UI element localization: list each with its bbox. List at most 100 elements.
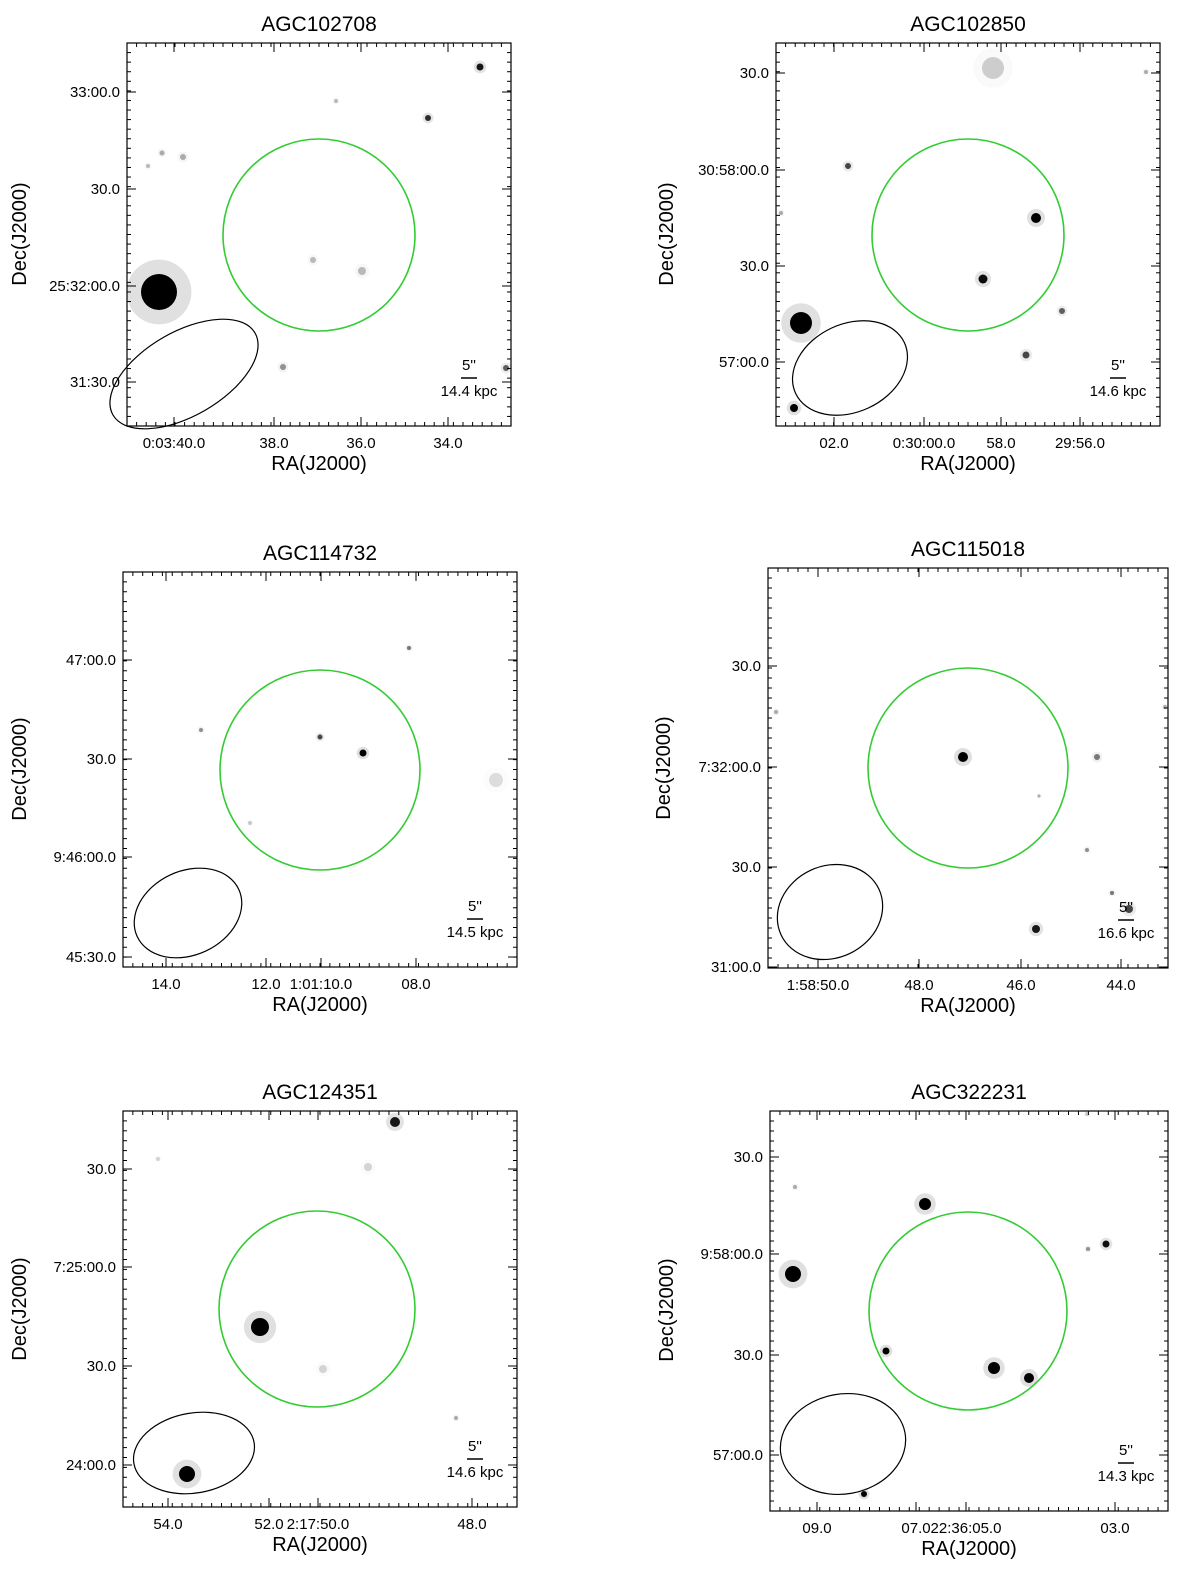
- panel-agc102850: AGC102850 02.0 0:30:00.0 58.0 29:56.0 30.0 30:…: [656, 13, 1161, 475]
- source: [199, 728, 203, 732]
- x-tick-label: 58.0: [986, 435, 1015, 452]
- field-sources: [778, 1112, 1113, 1500]
- aperture-circle: [219, 669, 421, 871]
- source: [489, 773, 503, 787]
- y-tick-label: 25:32:00.0: [49, 278, 120, 295]
- axis-minor-ticks: [127, 43, 511, 426]
- panel-title: AGC322231: [911, 1081, 1027, 1104]
- aperture-circle: [871, 138, 1065, 332]
- y-axis-label: Dec(J2000): [9, 182, 31, 285]
- y-tick-label: 57:00.0: [713, 1447, 763, 1464]
- x-tick-label: 54.0: [153, 1516, 182, 1533]
- source-halo: [197, 726, 205, 734]
- y-tick-label: 9:46:00.0: [53, 849, 116, 866]
- x-tick-label: 38.0: [259, 435, 288, 452]
- scale-bar-label: 5'': [462, 357, 476, 374]
- x-tick-label: 52.0: [254, 1516, 283, 1533]
- source: [958, 752, 968, 762]
- y-tick-label: 7:32:00.0: [698, 759, 761, 776]
- source: [978, 274, 988, 284]
- scale-bar-label: 5'': [468, 898, 482, 915]
- source: [1037, 794, 1041, 798]
- source: [359, 749, 367, 757]
- source: [425, 115, 431, 121]
- field-sources: [197, 644, 503, 825]
- axis-minor-ticks: [770, 1111, 1168, 1511]
- x-tick-label: 12.0: [251, 976, 280, 993]
- field-sources: [126, 60, 512, 374]
- source: [1022, 351, 1030, 359]
- scale-kpc-label: 14.4 kpc: [441, 383, 498, 400]
- x-axis-label: RA(J2000): [271, 453, 367, 475]
- scale-bar-label: 5'': [1111, 357, 1125, 374]
- source: [1085, 848, 1089, 852]
- field-sources: [156, 1113, 460, 1489]
- y-axis-label: Dec(J2000): [656, 1258, 678, 1361]
- y-tick-label: 9:58:00.0: [700, 1246, 763, 1263]
- source: [180, 154, 186, 160]
- source: [159, 150, 165, 156]
- axis-minor-ticks: [768, 568, 1168, 968]
- y-tick-label: 30.0: [87, 751, 116, 768]
- source: [454, 1416, 458, 1420]
- source-halo: [772, 708, 780, 716]
- source: [156, 1157, 160, 1161]
- x-tick-label: 2:17:50.0: [287, 1516, 350, 1533]
- source: [845, 163, 851, 169]
- source: [861, 1491, 867, 1497]
- source: [503, 365, 509, 371]
- y-tick-label: 30.0: [732, 859, 761, 876]
- source: [790, 404, 798, 412]
- source: [1031, 213, 1041, 223]
- x-tick-label: 1:01:10.0: [290, 976, 353, 993]
- y-axis-label: Dec(J2000): [656, 182, 678, 285]
- source-halo: [1083, 846, 1091, 854]
- x-tick-label: 07.0: [901, 1520, 930, 1537]
- panel-title: AGC115018: [911, 538, 1025, 561]
- source: [251, 1318, 269, 1336]
- scale-bar-label: 5'': [1119, 1442, 1133, 1459]
- source: [1102, 1240, 1110, 1248]
- source: [1125, 905, 1133, 913]
- x-tick-label: 46.0: [1006, 977, 1035, 994]
- x-tick-label: 34.0: [433, 435, 462, 452]
- aperture-circle: [867, 667, 1069, 869]
- x-tick-label: 09.0: [802, 1520, 831, 1537]
- y-tick-label: 57:00.0: [719, 354, 769, 371]
- source: [988, 1362, 1000, 1374]
- y-tick-label: 30.0: [734, 1149, 763, 1166]
- y-axis-label: Dec(J2000): [9, 1257, 31, 1360]
- source: [1094, 754, 1100, 760]
- y-tick-label: 30.0: [740, 258, 769, 275]
- source-halo: [777, 209, 785, 217]
- source: [319, 1365, 327, 1373]
- source: [774, 710, 778, 714]
- source: [334, 99, 338, 103]
- axis-minor-ticks: [123, 1111, 517, 1507]
- source-halo: [791, 1183, 799, 1191]
- source: [476, 63, 484, 71]
- panel-title: AGC124351: [262, 1081, 378, 1104]
- panel-agc124351: AGC124351 54.0 52.0 2:17:50.0 48.0 30.0 7:25:0…: [9, 1081, 518, 1556]
- source-halo: [452, 1414, 460, 1422]
- panel-title: AGC102708: [261, 13, 377, 36]
- y-tick-label: 30.0: [740, 65, 769, 82]
- source: [390, 1117, 400, 1127]
- y-tick-label: 30.0: [87, 1358, 116, 1375]
- source: [407, 646, 411, 650]
- image-frame: [122, 1110, 518, 1508]
- beam-ellipse: [109, 318, 259, 430]
- image-frame: [775, 42, 1161, 427]
- field-sources: [772, 703, 1169, 937]
- y-tick-label: 45:30.0: [66, 949, 116, 966]
- aperture-circle: [218, 1210, 416, 1408]
- scale-bar-label: 5'': [468, 1438, 482, 1455]
- panel-agc322231: AGC322231 09.0 07.0 22:36:05.0 03.0 30.0 9:58:…: [656, 1081, 1169, 1560]
- source: [310, 257, 316, 263]
- source: [358, 267, 366, 275]
- x-tick-label: 08.0: [401, 976, 430, 993]
- scale-kpc-label: 14.6 kpc: [1090, 383, 1147, 400]
- beam-ellipse: [133, 867, 243, 959]
- scale-kpc-label: 14.3 kpc: [1098, 1468, 1155, 1485]
